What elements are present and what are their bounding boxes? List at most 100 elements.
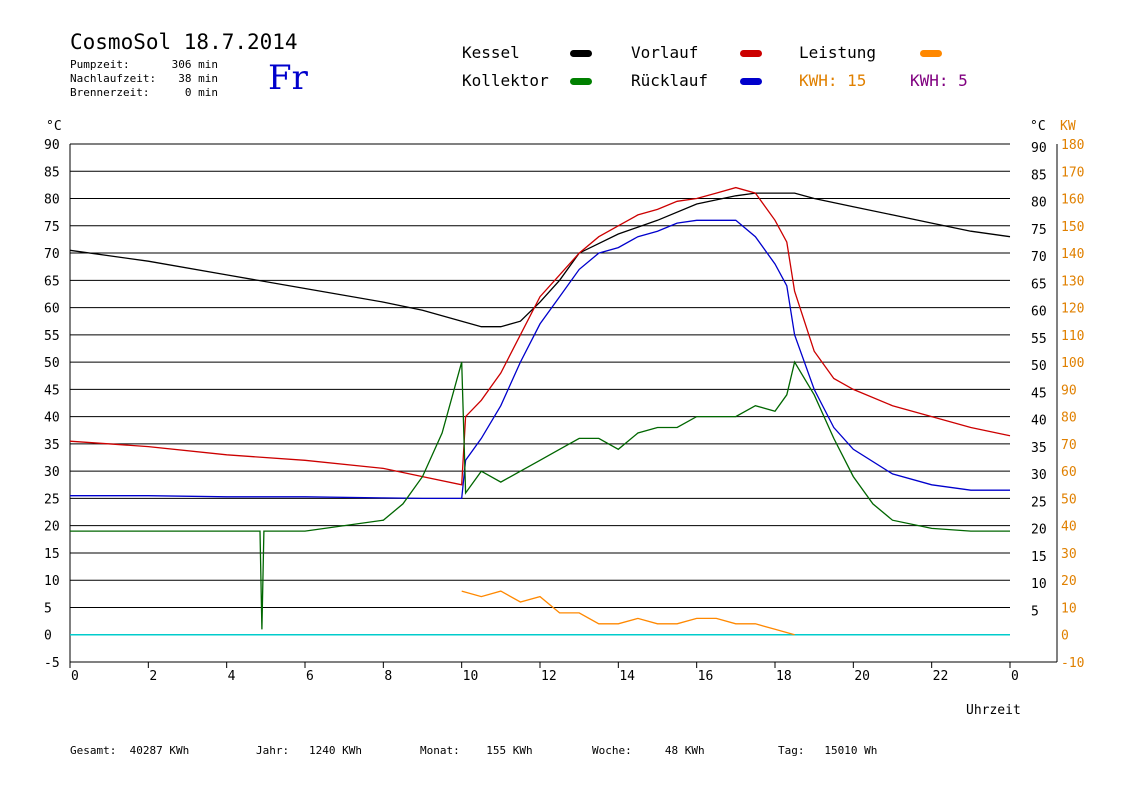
y-right-kw-tick-label: 50	[1061, 492, 1077, 507]
y-right-c-tick-label: 20	[1031, 523, 1047, 538]
y-left-tick-label: 5	[44, 601, 52, 616]
kwh-1-value: 15	[847, 71, 867, 90]
footer-woche: Woche: 48 KWh	[592, 744, 705, 757]
y-right-c-tick-label: 40	[1031, 414, 1047, 429]
y-left-tick-label: 20	[44, 520, 60, 535]
footer-label: Woche:	[592, 744, 632, 757]
y-right-kw-tick-label: 100	[1061, 356, 1084, 371]
y-left-tick-label: 15	[44, 547, 60, 562]
y-right-kw-tick-label: 10	[1061, 601, 1077, 616]
y-right-kw-tick-label: 60	[1061, 465, 1077, 480]
stat-label: Pumpzeit:	[70, 58, 130, 71]
x-tick-label: 22	[933, 669, 949, 684]
kwh-1-label: KWH:	[799, 71, 838, 90]
kwh-2-label: KWH:	[910, 71, 949, 90]
y-left-tick-label: 90	[44, 138, 60, 153]
chart-series	[69, 186, 1011, 636]
series-line-leistung	[461, 590, 795, 636]
legend-leistung: Leistung	[799, 43, 877, 62]
series-line-kollektor	[70, 360, 1010, 630]
legend-kwh-2: KWH: 5	[910, 71, 968, 90]
y-right-kw-tick-label: 90	[1061, 383, 1077, 398]
y-right-kw-tick-label: 130	[1061, 274, 1084, 289]
y-right-kw-tick-label: 160	[1061, 193, 1084, 208]
y-right-c-tick-label: 5	[1031, 604, 1039, 619]
stat-label: Nachlaufzeit:	[70, 72, 157, 85]
page-title: CosmoSol 18.7.2014	[70, 30, 298, 54]
y-left-tick-label: 25	[44, 492, 60, 507]
legend-kollektor: Kollektor	[462, 71, 549, 90]
y-left-tick-label: -5	[44, 656, 60, 671]
kwh-2-value: 5	[958, 71, 968, 90]
stat-value: 0 min	[184, 86, 218, 99]
x-tick-label: 2	[149, 669, 157, 684]
footer-value: 48 KWh	[664, 744, 705, 757]
legend-leistung-swatch	[920, 50, 942, 57]
y-left-tick-label: 55	[44, 329, 60, 344]
y-right-c-tick-label: 90	[1031, 141, 1047, 156]
x-tick-label: 6	[306, 669, 314, 684]
y-right-c-tick-label: 10	[1031, 577, 1047, 592]
x-tick-label: 10	[463, 669, 479, 684]
y-right-kw-tick-label: 20	[1061, 574, 1077, 589]
y-left-tick-label: 35	[44, 438, 60, 453]
y-right-c-tick-label: 70	[1031, 250, 1047, 265]
legend-kessel-swatch	[570, 50, 592, 57]
y-left-tick-label: 10	[44, 574, 60, 589]
y-right-c-tick-label: 85	[1031, 168, 1047, 183]
x-tick-label: 18	[776, 669, 792, 684]
y-left-tick-label: 50	[44, 356, 60, 371]
series-line-vorlauf	[69, 186, 1011, 486]
y-left-unit: °C	[46, 119, 62, 134]
legend-kessel: Kessel	[462, 43, 520, 62]
y-right-c-tick-label: 30	[1031, 468, 1047, 483]
legend-ruecklauf: Rücklauf	[631, 71, 709, 90]
y-left-tick-label: 70	[44, 247, 60, 262]
footer-value: 155 KWh	[486, 744, 533, 757]
legend-kollektor-swatch	[570, 78, 592, 85]
y-left-tick-label: 80	[44, 193, 60, 208]
legend-vorlauf-swatch	[740, 50, 762, 57]
x-tick-label: 20	[854, 669, 870, 684]
stat-nachlaufzeit: Nachlaufzeit: 38 min	[70, 72, 218, 86]
y-right-c-tick-label: 45	[1031, 386, 1047, 401]
x-tick-label: 16	[698, 669, 714, 684]
x-tick-label: 4	[228, 669, 236, 684]
y-right-kw-tick-label: 150	[1061, 220, 1084, 235]
y-left-tick-label: 40	[44, 411, 60, 426]
y-right-kw-tick-label: 180	[1061, 138, 1084, 153]
y-right-unit-kw: KW	[1060, 119, 1076, 134]
y-right-kw-tick-label: 40	[1061, 520, 1077, 535]
x-tick-label: 8	[384, 669, 392, 684]
y-right-c-tick-label: 15	[1031, 550, 1047, 565]
y-left-tick-label: 60	[44, 302, 60, 317]
footer-gesamt: Gesamt: 40287 KWh	[70, 744, 189, 757]
legend-ruecklauf-swatch	[740, 78, 762, 85]
footer-value: 40287 KWh	[129, 744, 190, 757]
legend-vorlauf: Vorlauf	[631, 43, 699, 62]
y-left-tick-label: 75	[44, 220, 60, 235]
y-left-tick-label: 65	[44, 274, 60, 289]
footer-label: Jahr:	[256, 744, 290, 757]
y-right-c-tick-label: 35	[1031, 441, 1047, 456]
y-right-unit-c: °C	[1030, 119, 1046, 134]
y-left-tick-label: 0	[44, 629, 52, 644]
y-right-c-tick-label: 25	[1031, 495, 1047, 510]
footer-jahr: Jahr: 1240 KWh	[256, 744, 362, 757]
y-right-c-tick-label: 75	[1031, 223, 1047, 238]
y-right-kw-tick-label: 70	[1061, 438, 1077, 453]
footer-monat: Monat: 155 KWh	[420, 744, 533, 757]
footer-label: Gesamt:	[70, 744, 117, 757]
y-left-tick-label: 85	[44, 165, 60, 180]
y-right-c-tick-label: 80	[1031, 196, 1047, 211]
y-right-kw-tick-label: 0	[1061, 629, 1069, 644]
stat-label: Brennerzeit:	[70, 86, 150, 99]
x-tick-label: 0	[71, 669, 79, 684]
footer-label: Monat:	[420, 744, 460, 757]
chart-ticks: 908580757065605550454035302520151050-590…	[44, 138, 1084, 684]
y-left-tick-label: 45	[44, 383, 60, 398]
weekday-label: Fr	[268, 58, 308, 98]
stat-value: 38 min	[178, 72, 218, 85]
footer-tag: Tag: 15010 Wh	[778, 744, 877, 757]
